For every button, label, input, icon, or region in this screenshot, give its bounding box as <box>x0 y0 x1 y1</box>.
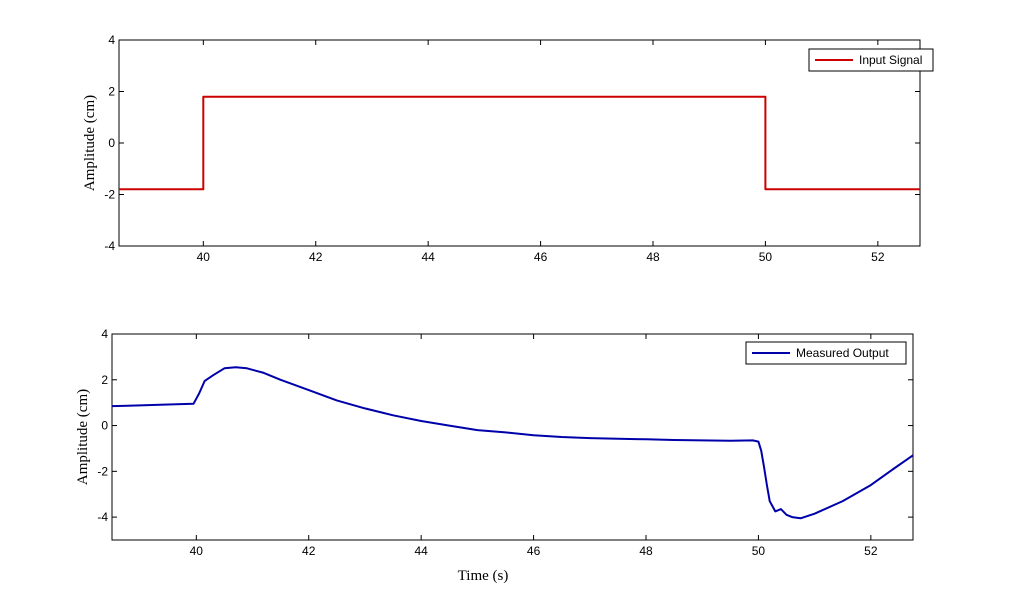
y-tick-label: -4 <box>104 239 115 253</box>
x-tick-label: 52 <box>871 250 885 264</box>
plot-area-bottom <box>111 333 914 541</box>
y-axis-title-top: Amplitude (cm) <box>82 95 98 191</box>
x-tick-label: 40 <box>190 544 204 558</box>
legend-label-bottom: Measured Output <box>796 346 889 360</box>
legend-box-top <box>808 48 934 72</box>
plot-area-top <box>118 39 921 247</box>
x-tick-label: 40 <box>197 250 211 264</box>
y-axis-title-bottom: Amplitude (cm) <box>75 389 91 485</box>
x-tick-label: 46 <box>534 250 548 264</box>
x-tick-label: 50 <box>752 544 766 558</box>
y-tick-label: 0 <box>108 136 115 150</box>
x-tick-label: 42 <box>309 250 323 264</box>
y-tick-label: 4 <box>108 33 115 47</box>
x-tick-label: 44 <box>421 250 435 264</box>
x-tick-label: 42 <box>302 544 316 558</box>
measured-output-chart: 40 42 44 46 48 50 52 -4 -2 0 2 4 Measured Output Amp… <box>75 327 914 584</box>
y-tick-label: -2 <box>97 464 108 478</box>
x-tick-label: 52 <box>864 544 878 558</box>
input-signal-chart: 40 42 44 46 48 50 52 -4 -2 0 2 4 Input Signal Amplit… <box>82 33 934 264</box>
y-tick-label: 0 <box>101 419 108 433</box>
y-tick-label: -4 <box>97 510 108 524</box>
y-tick-label: 4 <box>101 327 108 341</box>
x-tick-label: 48 <box>646 250 660 264</box>
y-tick-label: -2 <box>104 188 115 202</box>
x-tick-label: 48 <box>639 544 653 558</box>
series-line-top <box>119 95 920 191</box>
x-tick-label: 44 <box>414 544 428 558</box>
series-line-bottom <box>112 366 913 520</box>
x-tick-label: 50 <box>759 250 773 264</box>
x-axis-title-bottom: Time (s) <box>458 568 509 584</box>
legend-label-top: Input Signal <box>859 53 922 67</box>
legend-box-bottom <box>745 341 907 365</box>
y-tick-label: 2 <box>101 373 108 387</box>
x-tick-label: 46 <box>527 544 541 558</box>
y-tick-label: 2 <box>108 85 115 99</box>
